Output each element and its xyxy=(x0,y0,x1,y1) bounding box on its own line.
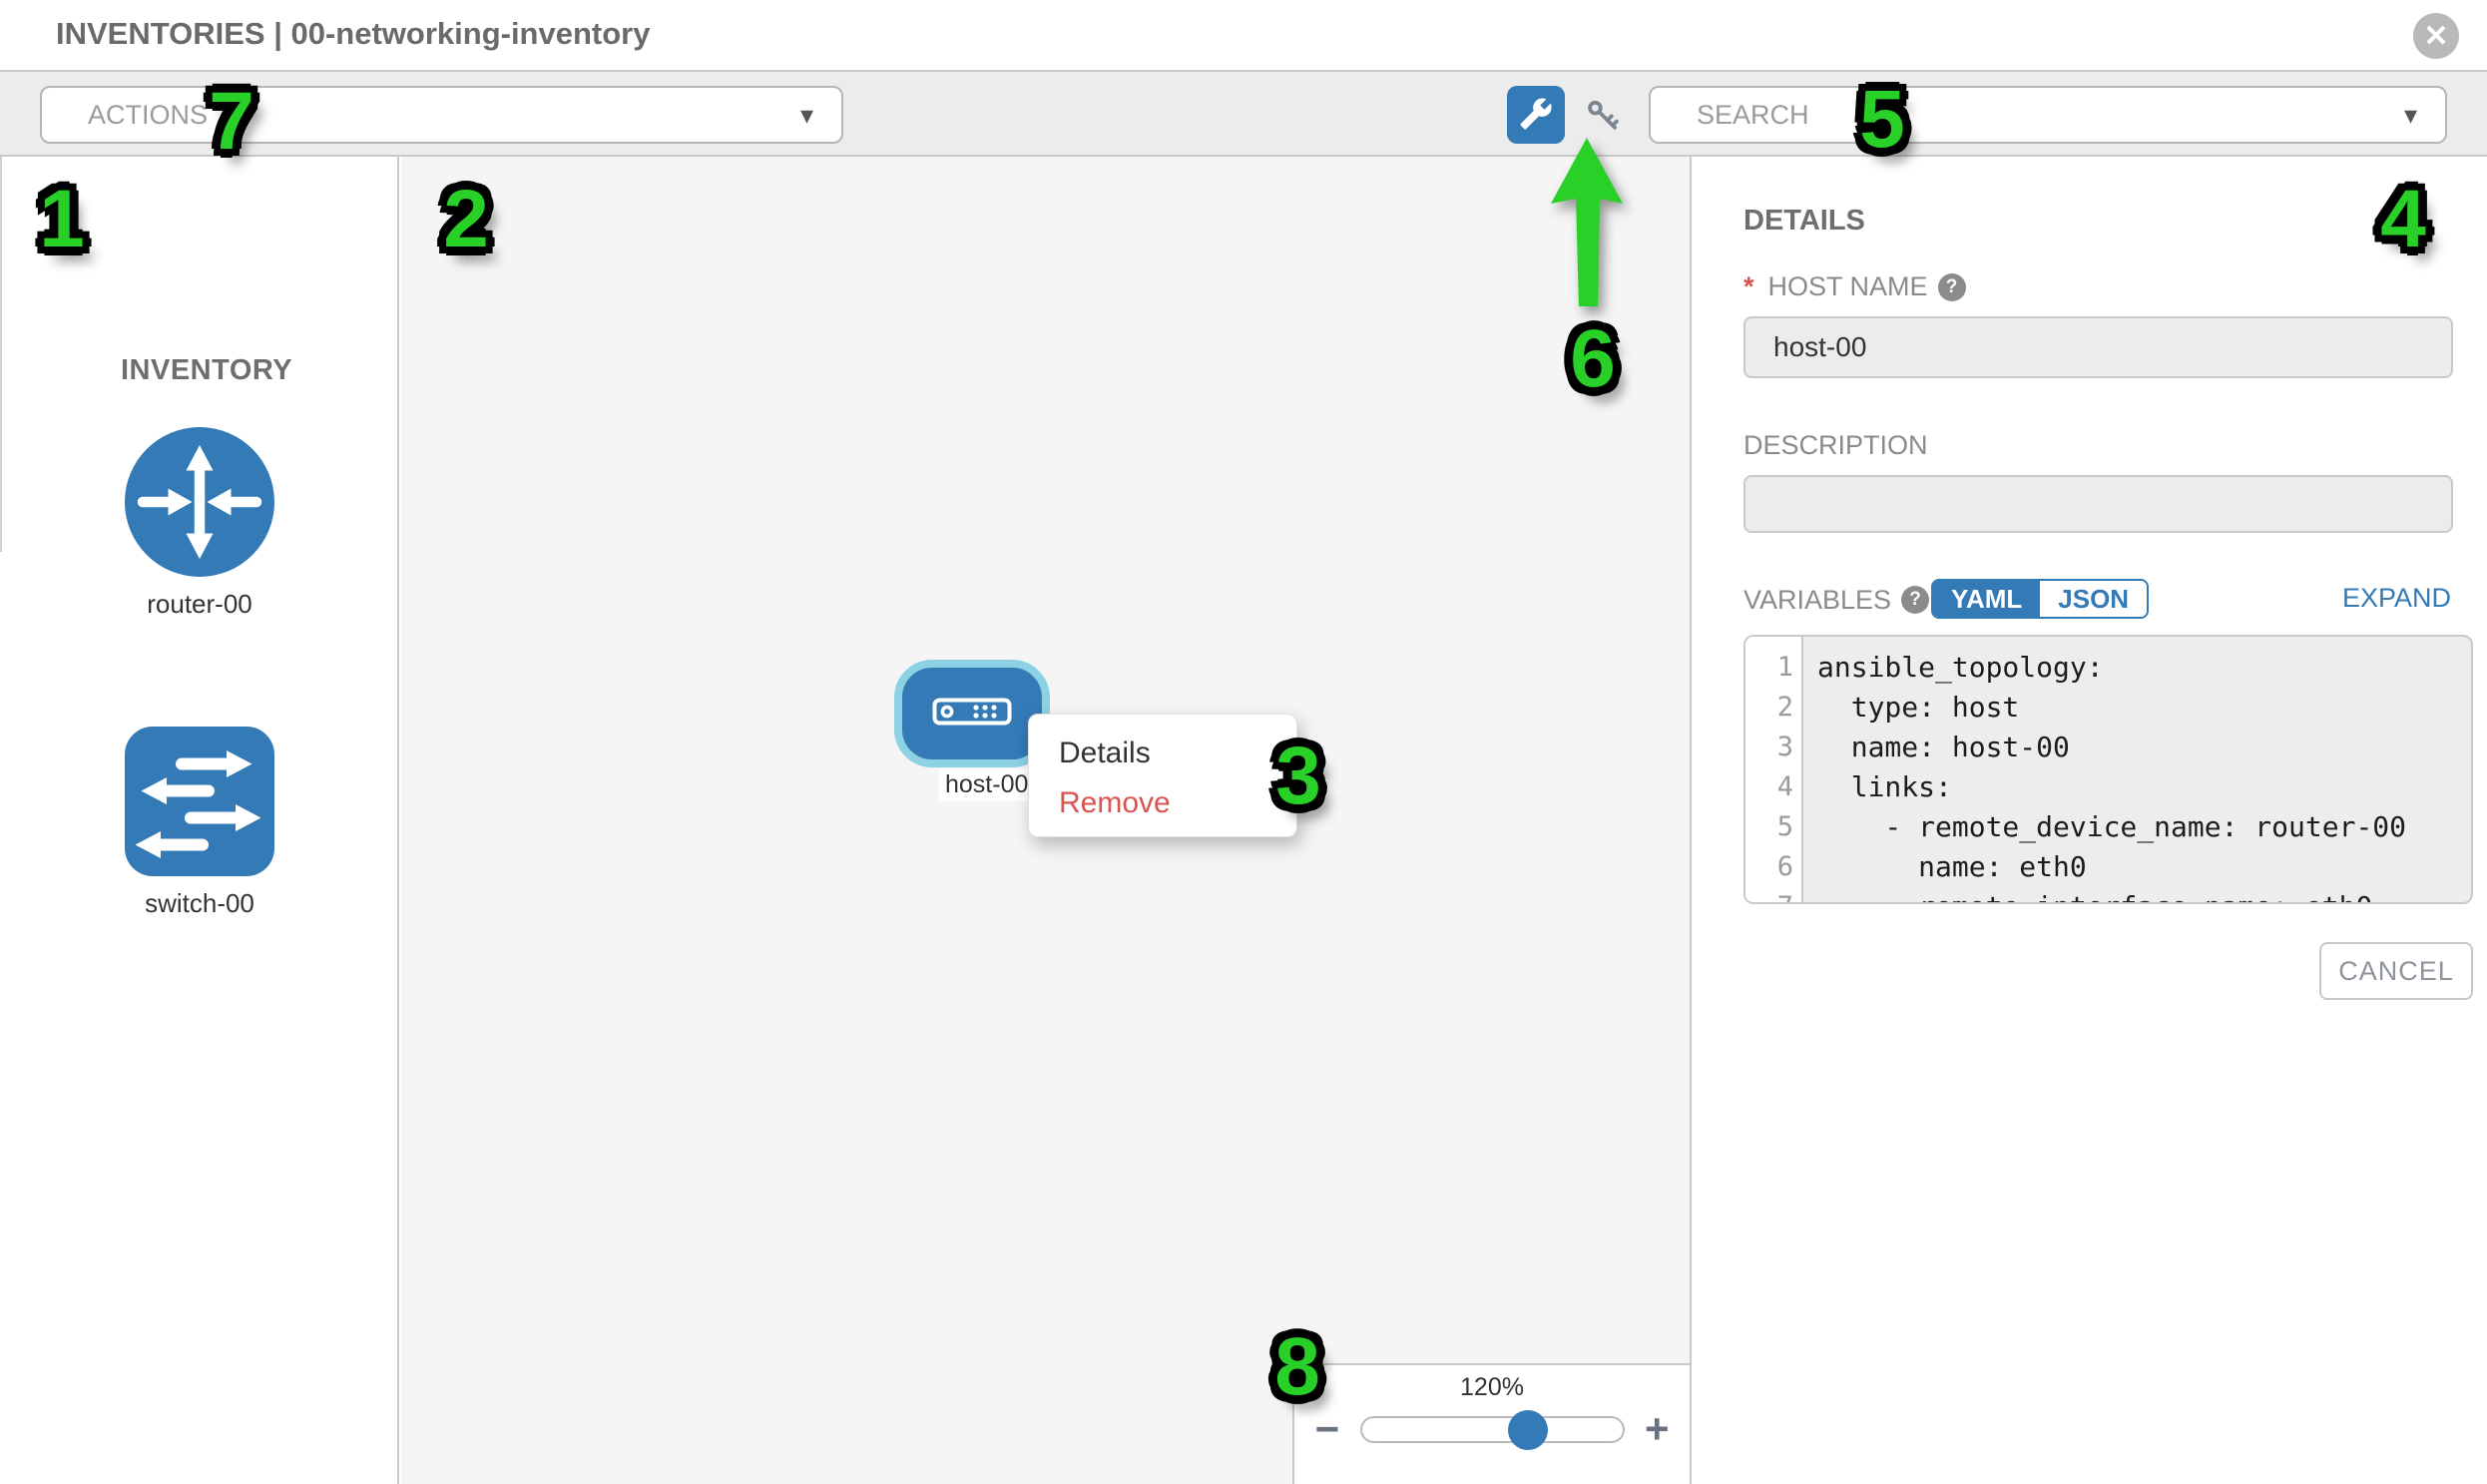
line-text: name: eth0 xyxy=(1817,849,2087,883)
code-line: 7 remote_interface_name: eth0 xyxy=(1745,886,2471,903)
zoom-in-button[interactable]: + xyxy=(1644,1405,1670,1452)
search-dropdown[interactable]: SEARCH ▾ xyxy=(1649,86,2447,144)
zoom-out-button[interactable]: − xyxy=(1314,1405,1340,1452)
zoom-slider-track[interactable] xyxy=(1359,1409,1625,1450)
line-number: 7 xyxy=(1745,891,1803,903)
router-icon xyxy=(125,427,274,577)
host-icon xyxy=(932,698,1012,731)
wrench-icon xyxy=(1519,97,1553,134)
actions-dropdown[interactable]: ACTIONS ▾ xyxy=(40,86,843,144)
context-menu: Details Remove xyxy=(1028,714,1297,837)
tools-button[interactable] xyxy=(1507,86,1565,144)
line-text: - remote_device_name: router-00 xyxy=(1817,809,2407,843)
line-number: 5 xyxy=(1776,810,1793,842)
host-name-label: HOST NAME xyxy=(1767,271,1928,301)
sidebar-item-switch[interactable]: switch-00 xyxy=(90,727,309,919)
actions-dropdown-label: ACTIONS xyxy=(88,99,209,130)
toolbar: ACTIONS ▾ SEARCH ▾ xyxy=(0,72,2487,157)
toggle-yaml[interactable]: YAML xyxy=(1933,581,2041,617)
page-title: INVENTORIES | 00-networking-inventory xyxy=(56,16,651,51)
zoom-level: 120% xyxy=(1460,1373,1524,1401)
line-number: 6 xyxy=(1776,850,1793,882)
host-node[interactable] xyxy=(894,660,1050,767)
line-text: type: host xyxy=(1817,690,2020,724)
chevron-down-icon: ▾ xyxy=(799,99,813,130)
variables-label: VARIABLES xyxy=(1743,584,1892,615)
line-text: links: xyxy=(1817,769,1952,803)
toggle-json[interactable]: JSON xyxy=(2040,581,2148,617)
search-dropdown-label: SEARCH xyxy=(1697,99,1809,130)
line-number: 2 xyxy=(1776,691,1793,723)
line-number: 4 xyxy=(1776,770,1793,802)
code-line: 5 - remote_device_name: router-00 xyxy=(1745,806,2471,846)
help-icon[interactable]: ? xyxy=(1901,586,1930,614)
context-menu-item-remove[interactable]: Remove xyxy=(1059,786,1171,819)
sidebar-item-router[interactable]: router-00 xyxy=(90,427,309,620)
device-label: switch-00 xyxy=(145,888,254,918)
description-label: DESCRIPTION xyxy=(1743,430,1928,460)
host-name-field[interactable] xyxy=(1743,316,2453,378)
variables-label-row: VARIABLES ? xyxy=(1743,584,1930,616)
line-text: remote_interface_name: eth0 xyxy=(1803,890,2372,903)
zoom-control: 120% − + xyxy=(1292,1363,1690,1484)
variables-code-editor[interactable]: 1 ansible_topology: 2 type: host 3 name:… xyxy=(1743,635,2473,904)
chevron-down-icon: ▾ xyxy=(2403,99,2417,130)
description-field[interactable] xyxy=(1743,475,2453,533)
required-marker: * xyxy=(1743,271,1754,301)
line-number: 3 xyxy=(1776,731,1793,762)
close-icon: ✕ xyxy=(2423,19,2449,53)
cancel-button[interactable]: CANCEL xyxy=(2319,942,2473,1000)
host-name-label-row: * HOST NAME ? xyxy=(1743,271,2451,302)
editor-gutter xyxy=(1745,637,1803,902)
line-number: 1 xyxy=(1776,651,1793,683)
expand-link[interactable]: EXPAND xyxy=(2341,583,2451,613)
code-line: 1 ansible_topology: xyxy=(1745,647,2471,687)
context-menu-item-details[interactable]: Details xyxy=(1059,737,1151,769)
device-label: router-00 xyxy=(147,589,252,619)
switch-icon xyxy=(125,727,274,876)
variables-format-toggle: YAML JSON xyxy=(1931,579,2150,619)
details-panel: DETAILS * HOST NAME ? DESCRIPTION VARIAB… xyxy=(1690,157,2487,1484)
help-icon[interactable]: ? xyxy=(1937,272,1966,301)
header-bar: INVENTORIES | 00-networking-inventory ✕ xyxy=(0,0,2487,72)
code-line: 4 links: xyxy=(1745,766,2471,806)
close-button[interactable]: ✕ xyxy=(2413,13,2459,59)
zoom-slider-thumb[interactable] xyxy=(1507,1409,1548,1450)
line-text: name: host-00 xyxy=(1817,730,2070,763)
details-heading: DETAILS xyxy=(1743,205,1865,237)
line-text: ansible_topology: xyxy=(1817,650,2104,684)
host-node-label: host-00 xyxy=(939,768,1035,801)
inventory-sidebar: INVENTORY router-00 xyxy=(0,157,399,1484)
panel-left-border xyxy=(0,157,2,552)
code-line: 6 name: eth0 xyxy=(1745,846,2471,886)
topology-canvas[interactable]: host-00 Details Remove 120% − + xyxy=(401,157,1690,1484)
variables-row: VARIABLES ? YAML JSON EXPAND xyxy=(1743,579,2451,621)
description-label-row: DESCRIPTION xyxy=(1743,430,2451,461)
sidebar-heading: INVENTORY xyxy=(121,354,293,386)
code-line: 3 name: host-00 xyxy=(1745,727,2471,766)
key-icon[interactable] xyxy=(1586,99,1622,133)
code-line: 2 type: host xyxy=(1745,687,2471,727)
